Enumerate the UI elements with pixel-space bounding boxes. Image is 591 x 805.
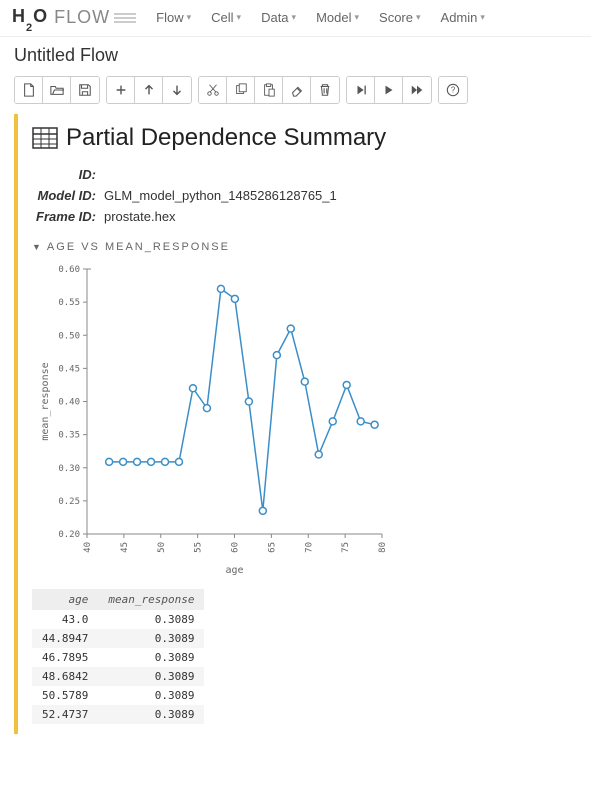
table-row: 50.57890.3089 xyxy=(32,686,204,705)
table-icon xyxy=(32,127,58,149)
svg-text:60: 60 xyxy=(231,542,241,553)
cut-button[interactable] xyxy=(199,77,227,103)
table-row: 48.68420.3089 xyxy=(32,667,204,686)
svg-text:75: 75 xyxy=(341,542,351,553)
copy-button[interactable] xyxy=(227,77,255,103)
svg-text:0.25: 0.25 xyxy=(58,496,80,506)
svg-text:0.40: 0.40 xyxy=(58,397,80,407)
menu-model[interactable]: Model▾ xyxy=(308,6,367,29)
open-file-button[interactable] xyxy=(43,77,71,103)
run-step-button[interactable] xyxy=(347,77,375,103)
help-button[interactable]: ? xyxy=(439,77,467,103)
menu-flow[interactable]: Flow▾ xyxy=(148,6,199,29)
output-cell: Partial Dependence Summary ID: Model ID:… xyxy=(14,114,577,734)
clear-button[interactable] xyxy=(283,77,311,103)
svg-text:0.50: 0.50 xyxy=(58,331,80,341)
svg-text:0.30: 0.30 xyxy=(58,463,80,473)
svg-text:50: 50 xyxy=(157,542,167,553)
svg-text:0.20: 0.20 xyxy=(58,530,80,540)
section-toggle[interactable]: ▼ AGE VS MEAN_RESPONSE xyxy=(32,241,577,253)
top-menubar: H2O FLOW Flow▾ Cell▾ Data▾ Model▾ Score▾… xyxy=(0,0,591,37)
svg-text:65: 65 xyxy=(267,542,277,553)
paste-button[interactable] xyxy=(255,77,283,103)
svg-text:55: 55 xyxy=(194,542,204,553)
menu-score[interactable]: Score▾ xyxy=(371,6,429,29)
svg-text:?: ? xyxy=(451,85,456,94)
svg-text:70: 70 xyxy=(304,542,314,553)
flow-title[interactable]: Untitled Flow xyxy=(0,37,591,72)
meta-frame-id: Frame ID:prostate.hex xyxy=(32,206,577,227)
table-row: 43.00.3089 xyxy=(32,610,204,629)
triangle-down-icon: ▼ xyxy=(32,242,43,252)
table-row: 52.47370.3089 xyxy=(32,705,204,724)
table-row: 44.89470.3089 xyxy=(32,629,204,648)
run-button[interactable] xyxy=(375,77,403,103)
svg-text:age: age xyxy=(225,565,243,576)
menu-admin[interactable]: Admin▾ xyxy=(433,6,493,29)
svg-text:mean_response: mean_response xyxy=(40,362,51,440)
svg-text:80: 80 xyxy=(378,542,388,553)
summary-heading: Partial Dependence Summary xyxy=(32,124,577,152)
run-all-button[interactable] xyxy=(403,77,431,103)
chart: 0.20 0.25 0.30 0.35 0.40 0.45 0.50 0.55 0.60 40 45… xyxy=(32,259,577,579)
menu-data[interactable]: Data▾ xyxy=(253,6,304,29)
svg-text:0.55: 0.55 xyxy=(58,298,80,308)
line-chart: 0.20 0.25 0.30 0.35 0.40 0.45 0.50 0.55 0.60 40 45… xyxy=(32,259,392,579)
menu-cell[interactable]: Cell▾ xyxy=(203,6,249,29)
move-down-button[interactable] xyxy=(163,77,191,103)
svg-text:0.35: 0.35 xyxy=(58,430,80,440)
save-button[interactable] xyxy=(71,77,99,103)
delete-button[interactable] xyxy=(311,77,339,103)
add-cell-button[interactable] xyxy=(107,77,135,103)
table-header: mean_response xyxy=(98,589,204,610)
new-file-button[interactable] xyxy=(15,77,43,103)
move-up-button[interactable] xyxy=(135,77,163,103)
svg-text:40: 40 xyxy=(83,542,93,553)
table-row: 46.78950.3089 xyxy=(32,648,204,667)
meta-model-id: Model ID:GLM_model_python_1485286128765_… xyxy=(32,185,577,206)
meta-block: ID: Model ID:GLM_model_python_1485286128… xyxy=(32,164,577,227)
data-table: agemean_response 43.00.308944.89470.3089… xyxy=(32,589,204,724)
logo-bars-icon xyxy=(114,13,136,23)
logo: H2O FLOW xyxy=(12,6,136,30)
svg-text:0.45: 0.45 xyxy=(58,364,80,374)
table-header: age xyxy=(32,589,98,610)
toolbar: ? xyxy=(0,72,591,114)
svg-text:45: 45 xyxy=(120,542,130,553)
svg-text:0.60: 0.60 xyxy=(58,265,80,275)
meta-id: ID: xyxy=(32,164,577,185)
